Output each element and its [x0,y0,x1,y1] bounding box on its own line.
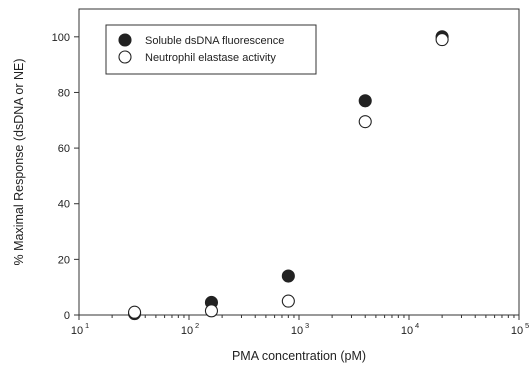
elastase-point [281,294,295,308]
y-axis-title: % Maximal Response (dsDNA or NE) [12,58,26,265]
x-tick-exponent: 2 [195,321,199,330]
elastase-point [204,304,219,318]
data-points [128,30,449,321]
x-tick-label: 10 [401,325,413,337]
elastase-point [358,115,372,129]
dsdna-point [281,269,295,283]
y-tick-label: 60 [58,143,70,155]
x-tick-exponent: 4 [415,321,419,330]
y-axis: 0 20 40 60 80 100 [52,32,79,322]
x-axis: 10 1 10 2 10 3 10 4 10 5 [71,315,529,337]
dsdna-point [358,94,372,108]
x-tick-label: 10 [291,325,303,337]
x-tick-exponent: 5 [525,321,529,330]
x-tick-label: 10 [181,325,193,337]
x-tick-exponent: 3 [305,321,309,330]
legend-label: Neutrophil elastase activity [145,52,276,64]
legend-marker [118,50,132,64]
x-axis-title: PMA concentration (pM) [232,349,366,363]
y-tick-label: 40 [58,199,70,211]
legend: Soluble dsDNA fluorescence Neutrophil ela… [105,24,317,75]
x-tick-label: 10 [71,325,83,337]
legend-marker [118,33,132,47]
x-tick-exponent: 1 [85,321,89,330]
y-tick-label: 80 [58,87,70,99]
legend-label: Soluble dsDNA fluorescence [145,35,284,47]
y-tick-label: 20 [58,254,70,266]
x-tick-label: 10 [511,325,523,337]
legend-box [105,24,317,75]
y-tick-label: 100 [52,32,70,44]
elastase-point [128,305,142,319]
y-tick-label: 0 [64,310,70,322]
elastase-point [435,33,449,47]
